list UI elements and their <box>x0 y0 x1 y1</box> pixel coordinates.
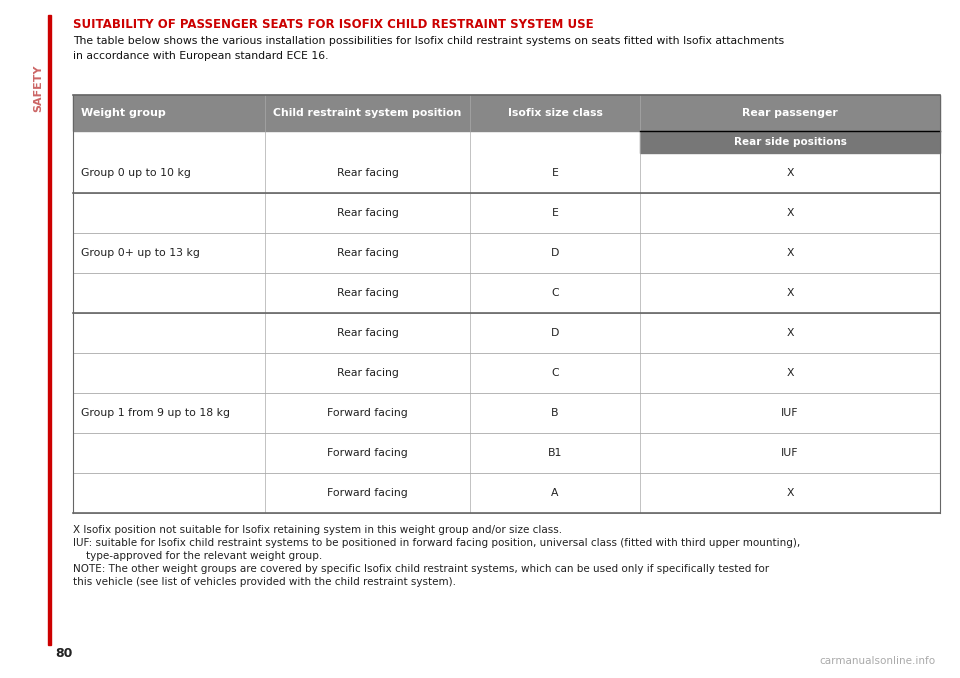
Text: Rear passenger: Rear passenger <box>742 108 838 118</box>
Text: E: E <box>552 168 559 178</box>
Text: SUITABILITY OF PASSENGER SEATS FOR ISOFIX CHILD RESTRAINT SYSTEM USE: SUITABILITY OF PASSENGER SEATS FOR ISOFI… <box>73 18 593 31</box>
Text: IUF: IUF <box>781 408 799 418</box>
Text: X: X <box>786 328 794 338</box>
Text: IUF: suitable for Isofix child restraint systems to be positioned in forward fac: IUF: suitable for Isofix child restraint… <box>73 538 801 548</box>
Text: Rear facing: Rear facing <box>337 248 398 258</box>
Text: D: D <box>551 328 559 338</box>
Text: SAFETY: SAFETY <box>33 65 43 113</box>
Text: X: X <box>786 368 794 378</box>
Bar <box>470 95 640 131</box>
Text: Group 1 from 9 up to 18 kg: Group 1 from 9 up to 18 kg <box>81 408 230 418</box>
Text: Child restraint system position: Child restraint system position <box>274 108 462 118</box>
Text: X: X <box>786 488 794 498</box>
Text: Rear side positions: Rear side positions <box>733 137 847 147</box>
Text: Rear facing: Rear facing <box>337 368 398 378</box>
Text: type-approved for the relevant weight group.: type-approved for the relevant weight gr… <box>73 551 323 561</box>
Text: IUF: IUF <box>781 448 799 458</box>
Text: this vehicle (see list of vehicles provided with the child restraint system).: this vehicle (see list of vehicles provi… <box>73 577 456 587</box>
Text: B1: B1 <box>548 448 563 458</box>
Text: X: X <box>786 168 794 178</box>
Text: Group 0+ up to 13 kg: Group 0+ up to 13 kg <box>81 248 200 258</box>
Text: Forward facing: Forward facing <box>327 408 408 418</box>
Text: X: X <box>786 208 794 218</box>
Text: X: X <box>786 288 794 298</box>
Text: Rear facing: Rear facing <box>337 288 398 298</box>
Text: Group 0 up to 10 kg: Group 0 up to 10 kg <box>81 168 191 178</box>
Text: X Isofix position not suitable for Isofix retaining system in this weight group : X Isofix position not suitable for Isofi… <box>73 525 563 535</box>
Text: Isofix size class: Isofix size class <box>508 108 603 118</box>
Bar <box>640 95 940 131</box>
Text: in accordance with European standard ECE 16.: in accordance with European standard ECE… <box>73 51 328 61</box>
Text: Rear facing: Rear facing <box>337 168 398 178</box>
Text: Forward facing: Forward facing <box>327 448 408 458</box>
Text: D: D <box>551 248 559 258</box>
Bar <box>265 95 470 131</box>
Text: Rear facing: Rear facing <box>337 328 398 338</box>
Text: A: A <box>551 488 559 498</box>
Bar <box>73 153 940 513</box>
Text: 80: 80 <box>55 647 72 660</box>
Text: NOTE: The other weight groups are covered by specific Isofix child restraint sys: NOTE: The other weight groups are covere… <box>73 564 769 574</box>
Text: E: E <box>552 208 559 218</box>
Text: Forward facing: Forward facing <box>327 488 408 498</box>
Text: B: B <box>551 408 559 418</box>
Bar <box>48 15 51 645</box>
Text: carmanualsonline.info: carmanualsonline.info <box>819 656 935 666</box>
Bar <box>73 95 265 131</box>
Text: C: C <box>551 368 559 378</box>
Text: The table below shows the various installation possibilities for Isofix child re: The table below shows the various instal… <box>73 36 784 46</box>
Text: X: X <box>786 248 794 258</box>
Text: Rear facing: Rear facing <box>337 208 398 218</box>
Bar <box>640 131 940 153</box>
Text: C: C <box>551 288 559 298</box>
Text: Weight group: Weight group <box>81 108 166 118</box>
